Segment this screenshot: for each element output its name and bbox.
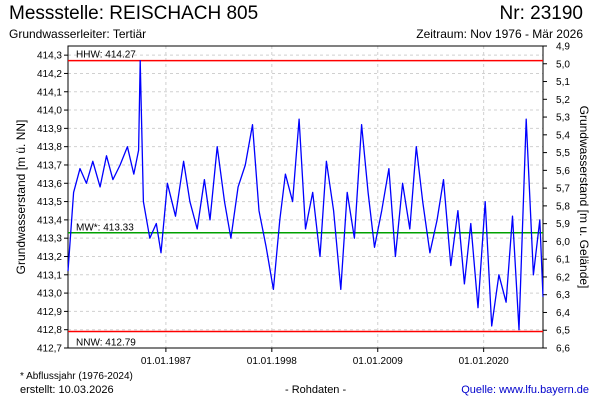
series-layer: [67, 59, 544, 331]
y-tick-label: 413,5: [37, 197, 62, 208]
aquifer-label: Grundwasserleiter: Tertiär: [9, 27, 147, 41]
y2-tick-label: 5,6: [556, 166, 570, 177]
reference-label: NNW: 412.79: [76, 338, 136, 349]
y-tick-label: 413,4: [37, 215, 62, 226]
y2-tick-label: 5,5: [556, 148, 570, 159]
y-tick-label: 413,1: [37, 270, 62, 281]
y-tick-label: 413,8: [37, 142, 62, 153]
created-date: erstellt: 10.03.2026: [20, 384, 114, 396]
y2-tick-label: 6,3: [556, 290, 570, 301]
y2-tick-label: 5,7: [556, 184, 570, 195]
y2-tick-label: 5,0: [556, 59, 570, 70]
y-tick-label: 414,2: [37, 69, 62, 80]
station-number: Nr: 23190: [499, 3, 583, 24]
y-axis-label: Grundwasserstand [m ü. NN]: [14, 120, 28, 275]
period-label: Zeitraum: Nov 1976 - Mär 2026: [416, 27, 583, 41]
y-tick-label: 414,0: [37, 106, 62, 117]
reference-label: MW*: 413.33: [76, 223, 134, 234]
footnote: * Abflussjahr (1976-2024): [20, 371, 133, 382]
y-tick-label: 413,0: [37, 289, 62, 300]
y2-tick-label: 6,5: [556, 326, 570, 337]
y-tick-label: 413,2: [37, 252, 62, 263]
x-tick-label: 01.01.1998: [247, 356, 297, 367]
y2-tick-label: 4,9: [556, 42, 570, 53]
y2-tick-label: 5,4: [556, 130, 570, 141]
y2-tick-label: 5,3: [556, 113, 570, 124]
axis-layer: 412,7 412,8 412,9 413,0 413,1 413,2 413,3 413,4…: [37, 42, 570, 368]
y-tick-label: 412,8: [37, 325, 62, 336]
reference-label: HHW: 414.27: [76, 50, 136, 61]
y-tick-label: 413,6: [37, 179, 62, 190]
y-tick-label: 414,1: [37, 87, 62, 98]
source-link[interactable]: Quelle: www.lfu.bayern.de: [461, 384, 589, 396]
y-tick-label: 413,7: [37, 160, 62, 171]
x-tick-label: 01.01.2009: [353, 356, 403, 367]
page-title: Messstelle: REISCHACH 805: [9, 3, 259, 24]
y-tick-label: 412,7: [37, 344, 62, 355]
x-tick-label: 01.01.1987: [141, 356, 191, 367]
y-tick-label: 414,3: [37, 51, 62, 62]
y2-tick-label: 5,9: [556, 219, 570, 230]
y2-tick-label: 5,8: [556, 201, 570, 212]
series-line: [67, 59, 544, 331]
y2-tick-label: 6,1: [556, 255, 570, 266]
y2-tick-label: 6,4: [556, 308, 570, 319]
y2-tick-label: 5,1: [556, 77, 570, 88]
y2-tick-label: 6,2: [556, 272, 570, 283]
y-tick-label: 413,9: [37, 124, 62, 135]
y-tick-label: 413,3: [37, 234, 62, 245]
y2-axis-label: Grundwasserstand [m u. Gelände]: [577, 106, 591, 289]
x-tick-label: 01.01.2020: [459, 356, 509, 367]
reference-lines: [68, 59, 543, 333]
y2-tick-label: 6,0: [556, 237, 570, 248]
rawdata-label: - Rohdaten -: [285, 384, 347, 396]
y-tick-label: 412,9: [37, 307, 62, 318]
y2-tick-label: 6,6: [556, 344, 570, 355]
y2-tick-label: 5,2: [556, 95, 570, 106]
plot-frame: [67, 45, 544, 349]
